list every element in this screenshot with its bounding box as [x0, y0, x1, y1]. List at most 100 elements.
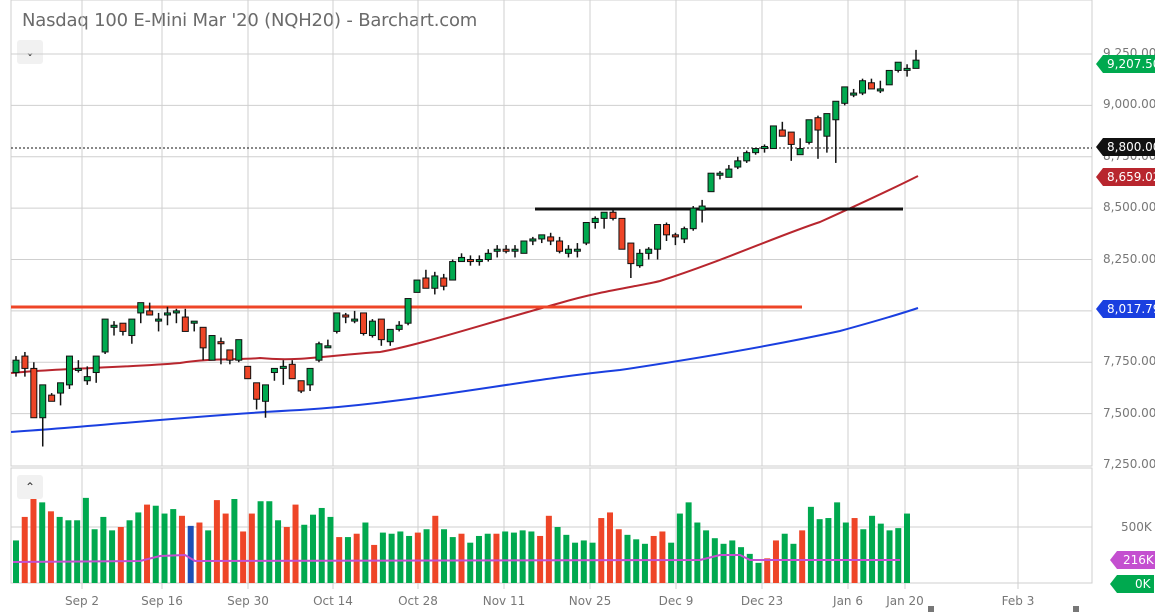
date-tick-label: Feb 3 — [1001, 594, 1035, 608]
candle-body — [466, 259, 474, 263]
candle-body — [155, 318, 163, 322]
collapse-toggle-button[interactable]: ⌄ — [17, 40, 43, 64]
candle-body — [627, 242, 635, 265]
volume-bar — [510, 532, 517, 583]
candle-body — [422, 277, 430, 289]
volume-bar — [598, 518, 605, 583]
candle-body — [814, 117, 822, 131]
volume-ma-tag: 216K — [1110, 551, 1155, 569]
volume-bar — [703, 530, 710, 583]
candle-body — [850, 92, 858, 96]
volume-bar — [851, 518, 858, 583]
volume-bar — [187, 525, 194, 583]
candle-body — [591, 217, 599, 224]
volume-bar — [406, 535, 413, 583]
volume-bar — [170, 509, 177, 583]
candle-body — [564, 248, 572, 254]
price-tick-label: 7,250.00 — [1103, 457, 1155, 471]
volume-bar — [283, 527, 290, 583]
volume-bar — [423, 529, 430, 583]
candle-body — [208, 335, 216, 361]
candle-body — [743, 152, 751, 162]
price-tick-label: 8,250.00 — [1103, 251, 1155, 266]
candle-body — [297, 380, 305, 392]
candle-body — [618, 217, 626, 250]
volume-bar — [74, 520, 81, 583]
candle-body — [876, 88, 884, 92]
candle-body — [351, 318, 359, 322]
volume-bar — [615, 529, 622, 583]
volume-bar — [205, 530, 212, 583]
candle-body — [110, 324, 118, 328]
candle-body — [74, 367, 82, 371]
volume-bar — [327, 516, 334, 583]
candle-body — [57, 382, 65, 394]
volume-bar — [554, 527, 561, 583]
candle-body — [92, 355, 100, 374]
volume-bar — [641, 543, 648, 583]
volume-bar — [82, 497, 89, 583]
candle-body — [279, 365, 287, 369]
candle-body — [65, 355, 73, 386]
volume-bar — [563, 534, 570, 583]
volume-bar — [493, 533, 500, 583]
candle-body — [440, 277, 448, 287]
volume-bar — [231, 499, 238, 583]
candle-body — [778, 129, 786, 137]
candle-body — [270, 367, 278, 374]
volume-bar — [668, 542, 675, 583]
volume-bar — [257, 501, 264, 583]
candle-body — [698, 205, 706, 211]
candle-body — [716, 172, 724, 176]
volume-bar — [222, 513, 229, 583]
range-start-handle[interactable] — [928, 606, 934, 612]
volume-bar — [746, 553, 753, 583]
volume-bar — [738, 547, 745, 583]
date-tick-label: Jan 20 — [886, 594, 924, 608]
volume-bar — [91, 529, 98, 583]
price-tick-label: 8,500.00 — [1103, 200, 1155, 215]
candle-body — [752, 148, 760, 154]
volume-bar — [301, 524, 308, 583]
candle-body — [538, 234, 546, 240]
candle-body — [645, 248, 653, 254]
volume-bar — [755, 562, 762, 583]
volume-bar — [65, 520, 72, 583]
range-end-handle[interactable] — [1073, 606, 1079, 612]
candle-body — [761, 145, 769, 150]
candle-body — [475, 259, 483, 263]
volume-bar — [152, 505, 159, 583]
volume-bar — [685, 502, 692, 583]
candle-body — [137, 302, 145, 314]
candle-body — [199, 326, 207, 349]
volume-bar — [100, 516, 107, 583]
candle-body — [324, 345, 332, 349]
candle-body — [119, 322, 127, 332]
volume-bar — [484, 533, 491, 583]
date-tick-label: Dec 9 — [658, 594, 694, 608]
volume-bar — [397, 531, 404, 583]
candle-body — [262, 384, 270, 402]
volume-bar — [528, 531, 535, 583]
candle-body — [368, 320, 376, 337]
volume-bar — [790, 543, 797, 583]
candle-body — [573, 248, 581, 252]
candle-body — [30, 367, 38, 419]
candle-body — [449, 261, 457, 281]
candle-body — [689, 207, 697, 230]
date-tick-label: Oct 14 — [313, 594, 353, 608]
short-moving-average-line — [10, 175, 919, 374]
candle-body — [787, 131, 795, 145]
volume-bar — [676, 513, 683, 583]
short-ma-tag: 8,659.02 — [1095, 168, 1155, 186]
candle-body — [235, 339, 243, 361]
candle-body — [101, 318, 109, 353]
volume-bar — [869, 515, 876, 583]
chevron-up-icon: ⌃ — [24, 480, 36, 494]
expand-toggle-button[interactable]: ⌃ — [17, 475, 43, 499]
candle-body — [12, 359, 20, 374]
candle-body — [217, 341, 225, 345]
price-panel-frame — [10, 0, 1093, 467]
volume-bar — [441, 529, 448, 583]
